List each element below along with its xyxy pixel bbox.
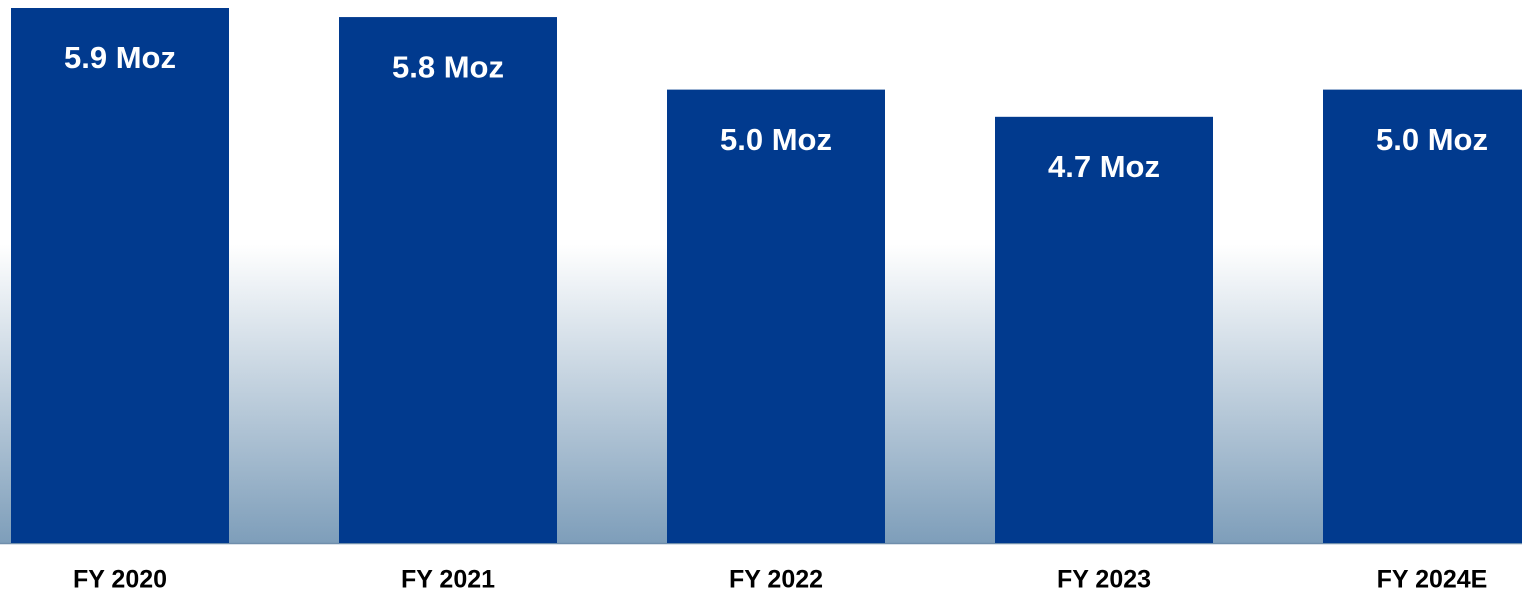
value-label: 5.0 Moz (1376, 122, 1488, 157)
x-tick-label: FY 2022 (729, 566, 823, 594)
x-tick-label: FY 2020 (73, 566, 167, 594)
value-label: 5.9 Moz (64, 40, 176, 75)
bar (995, 116, 1213, 543)
x-tick-label: FY 2021 (401, 566, 495, 594)
bar (1323, 89, 1522, 543)
value-label: 5.0 Moz (720, 122, 832, 157)
x-tick-label: FY 2023 (1057, 566, 1151, 594)
value-label: 4.7 Moz (1048, 149, 1160, 184)
value-label: 5.8 Moz (392, 49, 504, 84)
x-tick-label: FY 2024E (1377, 566, 1488, 594)
bar (667, 89, 885, 543)
bar (11, 8, 229, 543)
bar (339, 17, 557, 543)
